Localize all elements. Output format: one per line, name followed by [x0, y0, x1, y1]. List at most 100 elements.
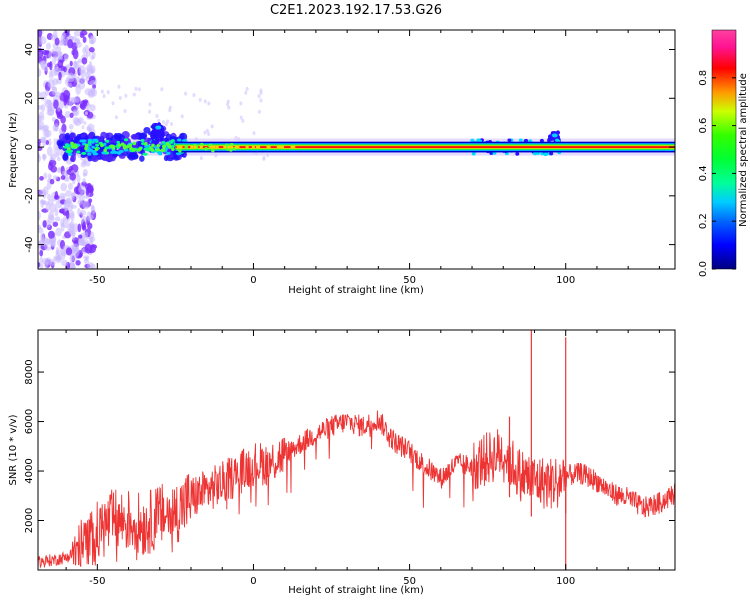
noise-speck — [86, 111, 94, 119]
disturbed-blob — [87, 155, 93, 162]
noise-speck — [77, 238, 84, 246]
snr-ylabel: SNR (10 * v/v) — [8, 414, 19, 485]
disturbed-blob-right — [507, 138, 512, 143]
faint-speck — [100, 89, 104, 94]
snr-xtick-label: 50 — [403, 576, 416, 587]
band-dot — [111, 146, 116, 150]
disturbed-core — [92, 152, 99, 156]
noise-speck — [65, 209, 70, 220]
band-dot — [168, 145, 172, 149]
faint-speck — [227, 105, 231, 110]
noise-speck — [60, 182, 68, 192]
spectrogram-xlabel: Height of straight line (km) — [288, 285, 424, 296]
disturbed-core — [76, 150, 81, 154]
faint-speck — [203, 130, 207, 135]
band-dot — [138, 146, 142, 151]
faint-speck — [132, 92, 136, 97]
noise-speck — [57, 156, 61, 162]
noise-speck — [68, 123, 74, 130]
band-dot-yellow — [223, 145, 227, 149]
faint-speck — [114, 115, 118, 120]
noise-speck — [57, 106, 61, 112]
disturbed-blob — [117, 134, 122, 139]
faint-speck — [244, 90, 248, 95]
noise-speck — [63, 97, 68, 106]
faint-speck — [184, 91, 188, 96]
noise-speck — [43, 172, 48, 180]
disturbed-blob-right — [471, 151, 476, 156]
noise-speck — [39, 199, 47, 204]
noise-speck — [60, 218, 65, 228]
spectrogram-marks — [38, 30, 675, 269]
band-dot — [161, 148, 166, 152]
noise-speck — [71, 243, 79, 252]
disturbed-blob — [130, 153, 139, 160]
disturbed-blob — [58, 142, 63, 150]
colorbar-tick-label: 0.4 — [698, 165, 709, 181]
snr-marks — [38, 330, 675, 570]
spectrogram-xtick-label: -50 — [89, 275, 105, 286]
noise-speck — [51, 86, 58, 91]
noise-speck — [64, 110, 71, 118]
spectrogram-ylabel: Frequency (Hz) — [8, 112, 19, 188]
noise-speck — [44, 246, 52, 251]
burst-blob — [155, 138, 160, 144]
noise-speck — [67, 72, 75, 83]
noise-speck — [48, 210, 55, 221]
faint-speck — [239, 101, 243, 106]
noise-speck — [65, 190, 72, 197]
band-dot — [199, 142, 204, 147]
noise-speck — [50, 241, 57, 248]
burst-core — [551, 133, 558, 138]
disturbed-core — [64, 143, 70, 147]
noise-speck — [58, 71, 62, 81]
noise-speck — [78, 77, 86, 82]
disturbed-blob — [62, 153, 69, 161]
snr-series-line — [38, 410, 675, 569]
noise-speck — [54, 63, 59, 72]
noise-speck — [47, 173, 52, 181]
noise-speck — [88, 47, 95, 53]
disturbed-blob-right — [524, 138, 529, 143]
spectrogram-ticks: -50 0 50 100 -40 -20 0 20 40 — [24, 30, 675, 286]
snr-ticks: -50 0 50 100 2000 4000 6000 8000 — [24, 330, 675, 587]
noise-speck — [79, 32, 85, 39]
noise-speck — [85, 161, 91, 167]
disturbed-core — [177, 138, 182, 142]
noise-speck — [89, 237, 94, 244]
noise-speck — [78, 184, 86, 194]
band-dot-yellow — [277, 145, 281, 149]
band-dot — [162, 144, 167, 149]
band-dot-yellow — [290, 145, 294, 149]
faint-speck — [168, 105, 172, 110]
noise-speck — [63, 53, 69, 62]
band-dot — [204, 147, 208, 151]
band-dot — [132, 141, 137, 146]
faint-speck — [87, 102, 91, 107]
noise-speck — [58, 100, 65, 110]
faint-speck — [192, 93, 196, 98]
band-dot — [70, 141, 74, 146]
noise-speck — [48, 71, 53, 77]
noise-speck — [70, 265, 75, 269]
disturbed-core — [92, 138, 99, 142]
noise-speck — [66, 82, 73, 88]
burst-blob — [159, 133, 164, 139]
colorbar-frame — [711, 29, 737, 270]
noise-speck — [39, 263, 44, 269]
noise-speck — [38, 30, 43, 38]
band-dot — [184, 145, 189, 149]
disturbed-blob — [143, 126, 151, 134]
noise-speck — [61, 123, 67, 133]
band-dot — [132, 148, 136, 152]
noise-speck — [75, 41, 82, 48]
noise-speck — [78, 234, 83, 239]
burst-blob — [150, 133, 155, 139]
faint-speck — [102, 94, 106, 99]
snr-background — [38, 330, 675, 570]
noise-speck — [41, 104, 46, 112]
noise-speck — [84, 243, 92, 254]
disturbed-core — [95, 143, 99, 147]
disturbed-blob — [73, 136, 80, 142]
band-dot — [149, 146, 153, 150]
